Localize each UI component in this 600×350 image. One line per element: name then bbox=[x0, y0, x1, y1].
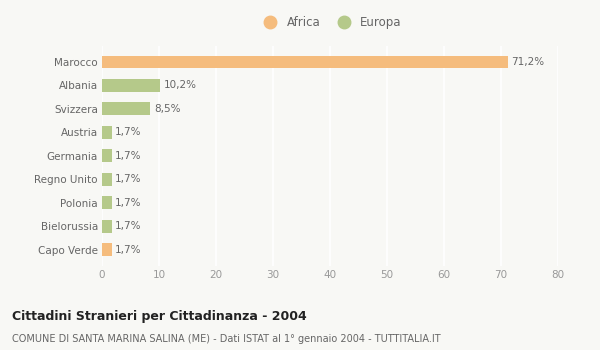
Bar bbox=[102, 103, 151, 115]
Bar bbox=[102, 79, 160, 92]
Bar bbox=[102, 126, 112, 139]
Bar bbox=[102, 220, 112, 232]
Text: 1,7%: 1,7% bbox=[115, 221, 142, 231]
Bar bbox=[102, 149, 112, 162]
Text: COMUNE DI SANTA MARINA SALINA (ME) - Dati ISTAT al 1° gennaio 2004 - TUTTITALIA.: COMUNE DI SANTA MARINA SALINA (ME) - Dat… bbox=[12, 334, 440, 344]
Text: 1,7%: 1,7% bbox=[115, 174, 142, 184]
Text: 1,7%: 1,7% bbox=[115, 198, 142, 208]
Text: 1,7%: 1,7% bbox=[115, 151, 142, 161]
Text: 1,7%: 1,7% bbox=[115, 127, 142, 137]
Bar bbox=[102, 196, 112, 209]
Bar bbox=[102, 173, 112, 186]
Bar bbox=[102, 243, 112, 256]
Legend: Africa, Europa: Africa, Europa bbox=[258, 16, 402, 29]
Text: Cittadini Stranieri per Cittadinanza - 2004: Cittadini Stranieri per Cittadinanza - 2… bbox=[12, 310, 307, 323]
Bar bbox=[102, 56, 508, 68]
Text: 8,5%: 8,5% bbox=[154, 104, 181, 114]
Text: 71,2%: 71,2% bbox=[511, 57, 544, 67]
Text: 10,2%: 10,2% bbox=[164, 80, 197, 90]
Text: 1,7%: 1,7% bbox=[115, 245, 142, 254]
